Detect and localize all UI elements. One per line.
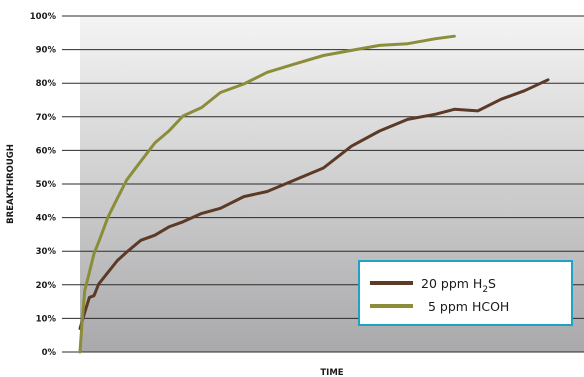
y-tick-label: 50% [36,180,57,190]
x-axis-title: TIME [320,368,343,377]
y-tick-label: 10% [36,314,57,324]
y-tick-label: 70% [36,113,57,123]
y-tick-label: 90% [36,46,57,56]
y-axis-title: BREAKTHROUGH [6,144,16,224]
y-axis-ticks: 0% 10% 20% 30% 40% 50% 60% 70% 80% 90% 100% [30,12,57,358]
series-layer [78,34,550,354]
legend-label-h2s: 20 ppm H2S [421,276,496,295]
y-tick-label: 0% [42,348,57,358]
y-tick-label: 80% [36,79,57,89]
y-tick-label: 60% [36,146,57,156]
legend-box [358,260,573,326]
gridlines [62,15,584,353]
legend: 20 ppm H2S 5 ppm HCOH [358,260,573,326]
y-tick-label: 100% [30,12,57,22]
y-tick-label: 20% [36,281,57,291]
y-tick-label: 30% [36,247,57,257]
series-line-hcoh [78,34,456,354]
series-line-h2s [78,78,550,330]
y-tick-label: 40% [36,214,57,224]
legend-label-hcoh: 5 ppm HCOH [428,299,509,314]
